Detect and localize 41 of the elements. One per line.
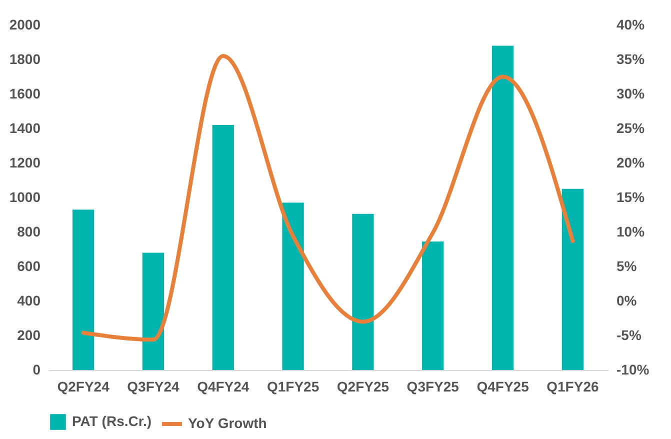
y-tick-label: 0 [32,362,41,378]
bar [212,125,234,370]
bar [282,202,304,370]
y2-tick-label: -5% [616,327,642,343]
x-tick-label: Q2FY25 [336,378,390,394]
y-tick-label: 1000 [9,189,41,205]
y2-tick-label: -10% [616,362,650,378]
y2-tick-label: 10% [616,224,646,240]
y2-tick-label: 20% [616,154,646,170]
line-series [81,54,575,342]
y-tick-label: 1400 [9,120,41,136]
x-tick-label: Q2FY24 [57,378,110,394]
y-tick-label: 1200 [9,154,41,170]
y-tick-label: 1600 [9,86,41,102]
bar [142,252,164,370]
x-tick-label: Q1FY26 [546,378,599,394]
x-tick-label: Q1FY25 [266,378,320,394]
bar [72,210,94,370]
y2-tick-label: 40% [616,16,646,32]
x-tick-label: Q4FY24 [197,378,250,394]
bar [422,241,444,370]
y-tick-label: 1800 [9,51,41,67]
bar [352,214,374,370]
x-tick-label: Q4FY25 [476,378,530,394]
y2-tick-label: 5% [616,258,638,274]
legend-label: YoY Growth [188,415,267,431]
y2-tick-label: 35% [616,51,646,67]
y-tick-label: 2000 [9,16,41,32]
y2-tick-label: 0% [616,292,638,308]
y-tick-label: 600 [17,258,41,274]
y-tick-label: 800 [17,224,41,240]
x-tick-label: Q3FY25 [406,378,460,394]
bar [562,188,584,370]
x-tick-label: Q3FY24 [127,378,180,394]
y-tick-label: 200 [17,327,41,343]
bar [492,46,514,370]
y2-tick-label: 25% [616,120,646,136]
y-tick-label: 400 [17,292,41,308]
y2-tick-label: 15% [616,189,646,205]
y2-tick-label: 30% [616,86,646,102]
legend-label: PAT (Rs.Cr.) [72,413,152,429]
